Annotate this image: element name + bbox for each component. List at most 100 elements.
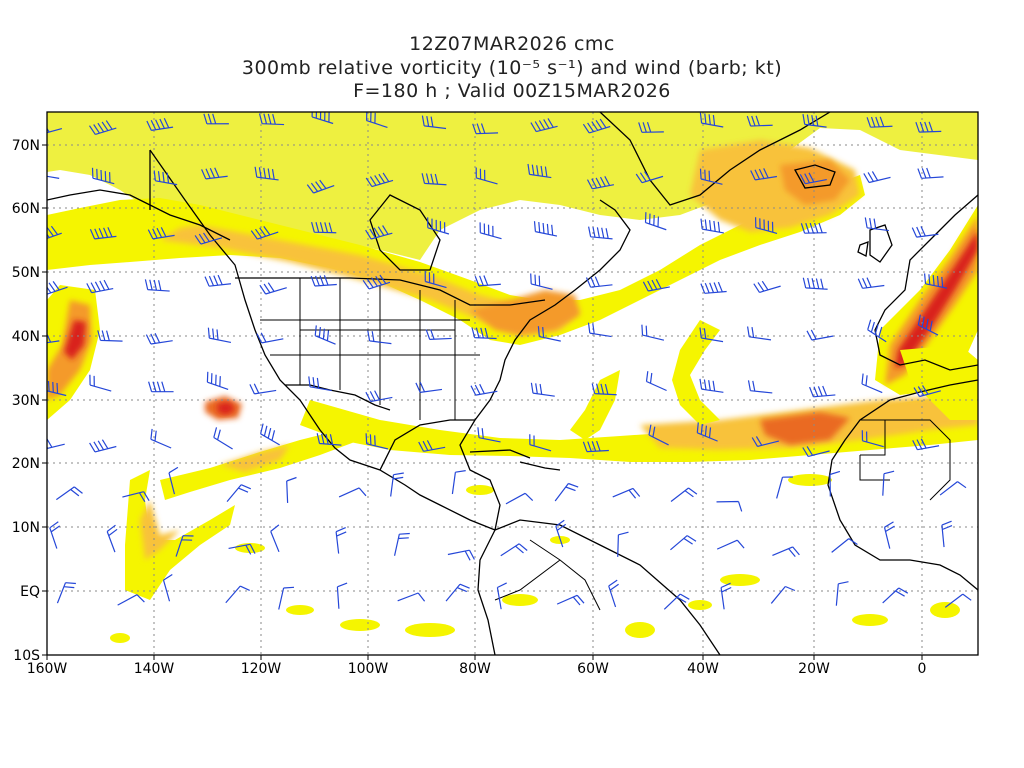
- wind-barb: [645, 371, 667, 392]
- vorticity-core-new-england: [470, 290, 580, 335]
- wind-barb: [882, 470, 895, 496]
- wind-barb-stroke: [150, 428, 172, 449]
- lat-tick-label: 60N: [12, 201, 40, 217]
- wind-barb: [941, 520, 953, 548]
- wind-barb-stroke: [470, 383, 498, 396]
- wind-barb: [314, 325, 336, 345]
- wind-barb: [883, 521, 895, 549]
- wind-barb-stroke: [421, 173, 447, 186]
- wind-barb: [310, 275, 337, 287]
- wind-barb-stroke: [213, 427, 233, 450]
- wind-barb: [146, 118, 174, 131]
- wind-barb-stroke: [864, 217, 889, 232]
- wind-barb: [228, 543, 256, 555]
- lon-tick-label: 40W: [687, 661, 719, 677]
- wind-barb-stroke: [866, 116, 893, 128]
- wind-barb: [286, 476, 297, 503]
- wind-barb-stroke: [162, 573, 173, 602]
- wind-barb-stroke: [424, 270, 447, 289]
- wind-barb: [316, 433, 342, 446]
- lat-lon-grid: [47, 112, 978, 655]
- wind-barb-stroke: [56, 582, 76, 604]
- wind-barb: [175, 535, 194, 557]
- wind-barb-stroke: [367, 330, 392, 345]
- wind-barb: [806, 329, 834, 341]
- wind-barb-stroke: [770, 585, 796, 604]
- wind-barb: [204, 274, 232, 287]
- wind-barb: [641, 324, 665, 341]
- wind-barb: [696, 422, 718, 442]
- wind-barb-stroke: [447, 549, 475, 561]
- wind-barb-stroke: [336, 582, 348, 609]
- coast-alaska: [47, 189, 231, 241]
- wind-barb-stroke: [944, 593, 972, 608]
- lon-tick-label: 60W: [577, 661, 609, 677]
- wind-barb: [829, 470, 841, 497]
- wind-barb-stroke: [203, 113, 229, 125]
- wind-barb-stroke: [529, 434, 552, 452]
- wind-barb-stroke: [612, 487, 641, 499]
- wind-barb-stroke: [699, 327, 724, 343]
- wind-barb-stroke: [206, 371, 229, 391]
- wind-barb-stroke: [917, 314, 939, 336]
- wind-barb-stroke: [310, 275, 337, 287]
- wind-barb-stroke: [278, 586, 295, 610]
- wind-barb-stroke: [747, 380, 773, 394]
- wind-barb-stroke: [861, 430, 884, 448]
- wind-barb-stroke: [145, 333, 173, 345]
- wind-barb: [250, 226, 279, 240]
- wind-barb-stroke: [802, 446, 830, 457]
- wind-barb: [770, 585, 796, 604]
- wind-barb: [635, 171, 664, 184]
- wind-barb-stroke: [474, 275, 501, 287]
- wind-barb-stroke: [863, 171, 891, 184]
- border-us-mexico: [285, 384, 391, 411]
- coast-north-america-west: [149, 149, 496, 531]
- wind-barb: [670, 535, 697, 551]
- wind-barb-stroke: [147, 227, 175, 240]
- wind-barb-stroke: [254, 166, 279, 181]
- wind-barb-stroke: [554, 482, 579, 502]
- wind-barb: [225, 585, 250, 604]
- wind-barb-stroke: [696, 422, 718, 442]
- wind-barb: [750, 168, 778, 181]
- wind-barb: [747, 380, 773, 394]
- wind-barb-stroke: [835, 581, 849, 606]
- wind-barb: [249, 383, 277, 395]
- wind-barb-stroke: [809, 385, 836, 398]
- wind-barb: [911, 226, 939, 238]
- wind-barb: [311, 112, 334, 125]
- wind-barb: [335, 527, 347, 554]
- wind-barb-stroke: [421, 115, 447, 130]
- wind-barb: [864, 217, 889, 232]
- wind-barb: [147, 227, 175, 240]
- wind-barb-stroke: [89, 374, 112, 392]
- lon-tick-label: 80W: [459, 661, 491, 677]
- wind-barb-stroke: [362, 274, 391, 290]
- coast-north-america-east: [459, 199, 631, 531]
- wind-barb: [588, 226, 613, 240]
- wind-barb-stroke: [716, 500, 743, 512]
- wind-barb-stroke: [89, 227, 117, 240]
- wind-barb-stroke: [644, 212, 667, 231]
- wind-barb: [755, 217, 778, 235]
- wind-barb: [800, 222, 827, 234]
- wind-barb-stroke: [207, 327, 232, 344]
- wind-barb-stroke: [427, 217, 450, 235]
- wind-barb-stroke: [638, 122, 664, 133]
- wind-barb: [799, 172, 827, 185]
- wind-barb: [751, 436, 779, 447]
- wind-barb-stroke: [425, 329, 452, 340]
- wind-barb: [474, 275, 501, 287]
- wind-barb-stroke: [47, 127, 63, 134]
- map-frame: [46, 111, 979, 656]
- wind-barb-stroke: [670, 535, 697, 551]
- wind-barb: [644, 212, 667, 231]
- wind-barb: [648, 424, 669, 446]
- wind-barb: [475, 167, 498, 185]
- wind-barb-stroke: [477, 427, 501, 443]
- lon-tick-label: 120W: [241, 661, 282, 677]
- wind-barb: [802, 277, 828, 290]
- vorticity-band-africa: [900, 345, 978, 420]
- wind-barb: [148, 381, 174, 393]
